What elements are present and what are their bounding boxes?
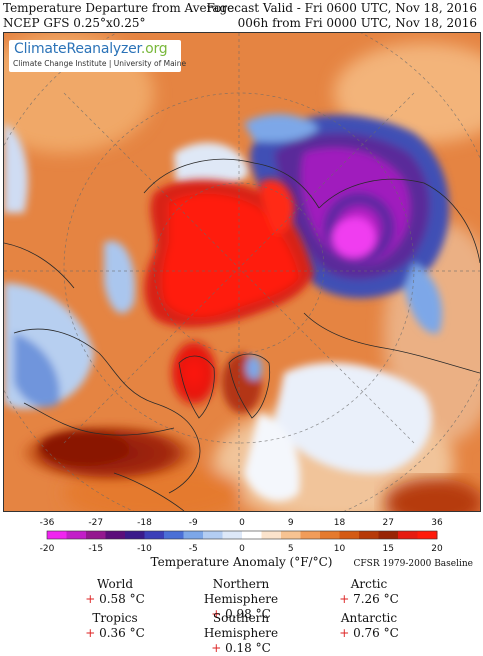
legend-swatch [222, 531, 243, 539]
legend-swatch [339, 531, 360, 539]
stat-sign: + [211, 641, 222, 655]
legend-swatch [281, 531, 301, 539]
legend-swatch [378, 531, 399, 539]
legend-tick-c: 10 [334, 544, 346, 554]
legend-swatch [300, 531, 321, 539]
legend-tick-f: 9 [288, 518, 294, 528]
legend-swatch [183, 531, 204, 539]
legend-tick-c: 0 [239, 544, 245, 554]
anomaly-map-image [4, 33, 480, 511]
legend-swatch [86, 531, 106, 539]
legend-swatch [242, 531, 262, 539]
legend-swatch [359, 531, 379, 539]
legend-swatch [203, 531, 223, 539]
header-left: Temperature Departure from Average NCEP … [3, 1, 234, 31]
legend-tick-f: 27 [383, 518, 394, 528]
stat-value: 0.58 °C [99, 592, 145, 606]
stat-sign: + [85, 626, 96, 640]
stat-tropics: Tropics + 0.36 °C [50, 611, 180, 641]
stat-value: 0.36 °C [99, 626, 145, 640]
stat-region: Northern Hemisphere [203, 577, 279, 606]
stat-sign: + [339, 592, 350, 606]
stat-northern-hemisphere: Northern Hemisphere + 0.98 °C [176, 577, 306, 622]
legend-title: Temperature Anomaly (°F/°C) [150, 555, 333, 569]
legend-swatch [125, 531, 145, 539]
legend-tick-f: -36 [40, 518, 55, 528]
legend-tick-f: 0 [239, 518, 245, 528]
baseline-label: CFSR 1979-2000 Baseline [353, 559, 473, 569]
legend-tick-f: 36 [431, 518, 443, 528]
legend-swatch [144, 531, 165, 539]
stat-value: 0.18 °C [225, 641, 271, 655]
legend-tick-c: -20 [40, 544, 55, 554]
stat-region: Tropics [92, 611, 138, 625]
legend-swatch [66, 531, 87, 539]
forecast-lead-label: 006h from Fri 0000 UTC, Nov 18, 2016 [237, 16, 477, 30]
legend-tick-c: -5 [189, 544, 198, 554]
map-title: Temperature Departure from Average [3, 1, 235, 15]
legend-bar-border [46, 530, 438, 540]
stat-world: World + 0.58 °C [50, 577, 180, 607]
legend-tick-c: -10 [137, 544, 152, 554]
legend-tick-c: -15 [88, 544, 103, 554]
stat-region: Antarctic [340, 611, 398, 625]
stat-sign: + [85, 592, 96, 606]
header-right: Forecast Valid - Fri 0600 UTC, Nov 18, 2… [207, 1, 478, 31]
legend-tick-c: 5 [288, 544, 294, 554]
stat-value: 7.26 °C [353, 592, 399, 606]
legend-swatch [105, 531, 126, 539]
legend-swatch [320, 531, 340, 539]
legend-swatch [261, 531, 282, 539]
legend-tick-f: -9 [189, 518, 198, 528]
climatereanalyzer-logo[interactable]: ClimateReanalyzer.org Climate Change Ins… [9, 40, 186, 72]
legend-swatch [417, 531, 438, 539]
anomaly-map: ClimateReanalyzer.org Climate Change Ins… [3, 32, 481, 512]
stat-arctic: Arctic + 7.26 °C [304, 577, 434, 607]
model-label: NCEP GFS 0.25°x0.25° [3, 16, 146, 30]
stat-value: 0.98 °C [225, 607, 271, 621]
logo-subtitle: Climate Change Institute | University of… [13, 59, 187, 68]
legend-swatch [164, 531, 184, 539]
color-legend: -36 -27 -18 -9 0 9 18 27 36 -20 -15 -10 -5 0 5 10 15 20 [40, 518, 443, 554]
legend-tick-c: 15 [383, 544, 394, 554]
stat-region: Southern Hemisphere [203, 611, 279, 640]
stat-region: Arctic [350, 577, 388, 591]
legend-swatch [47, 531, 67, 539]
legend-tick-c: 20 [431, 544, 443, 554]
legend-tick-f: -27 [88, 518, 103, 528]
stat-sign: + [211, 607, 222, 621]
legend-tick-f: -18 [137, 518, 152, 528]
stat-region: World [97, 577, 133, 591]
legend-swatch [398, 531, 418, 539]
stat-value: 0.76 °C [353, 626, 399, 640]
stat-sign: + [339, 626, 350, 640]
logo-wordmark: ClimateReanalyzer.org [14, 41, 168, 57]
legend-tick-f: 18 [334, 518, 346, 528]
stat-antarctic: Antarctic + 0.76 °C [304, 611, 434, 641]
stat-southern-hemisphere: Southern Hemisphere + 0.18 °C [176, 611, 306, 656]
forecast-valid-label: Forecast Valid - Fri 0600 UTC, Nov 18, 2… [206, 1, 478, 15]
